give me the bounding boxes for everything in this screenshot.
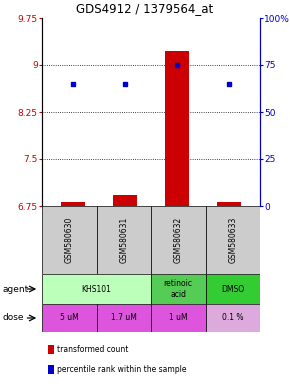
Text: dose: dose bbox=[3, 313, 24, 323]
Bar bbox=[48, 365, 54, 374]
Text: 1.7 uM: 1.7 uM bbox=[111, 313, 137, 323]
Text: 5 uM: 5 uM bbox=[60, 313, 79, 323]
Bar bbox=[165, 51, 188, 206]
Bar bbox=[151, 304, 206, 332]
Text: GSM580630: GSM580630 bbox=[65, 217, 74, 263]
Text: GSM580632: GSM580632 bbox=[174, 217, 183, 263]
Text: agent: agent bbox=[3, 285, 29, 293]
Text: percentile rank within the sample: percentile rank within the sample bbox=[57, 365, 186, 374]
Bar bbox=[206, 304, 260, 332]
Text: GDS4912 / 1379564_at: GDS4912 / 1379564_at bbox=[76, 3, 214, 15]
Text: 0.1 %: 0.1 % bbox=[222, 313, 244, 323]
Bar bbox=[206, 274, 260, 304]
Text: KHS101: KHS101 bbox=[81, 285, 111, 293]
Text: transformed count: transformed count bbox=[57, 345, 128, 354]
Bar bbox=[97, 206, 151, 274]
Bar bbox=[151, 274, 206, 304]
Bar bbox=[48, 345, 54, 354]
Text: retinoic
acid: retinoic acid bbox=[164, 279, 193, 299]
Bar bbox=[206, 206, 260, 274]
Bar bbox=[113, 195, 137, 206]
Bar bbox=[61, 202, 85, 206]
Bar bbox=[42, 304, 97, 332]
Text: DMSO: DMSO bbox=[221, 285, 244, 293]
Text: GSM580633: GSM580633 bbox=[228, 217, 237, 263]
Text: 1 uM: 1 uM bbox=[169, 313, 188, 323]
Bar bbox=[97, 304, 151, 332]
Bar bbox=[217, 202, 240, 206]
Bar bbox=[151, 206, 206, 274]
Bar bbox=[42, 274, 151, 304]
Bar bbox=[42, 206, 97, 274]
Text: GSM580631: GSM580631 bbox=[119, 217, 128, 263]
